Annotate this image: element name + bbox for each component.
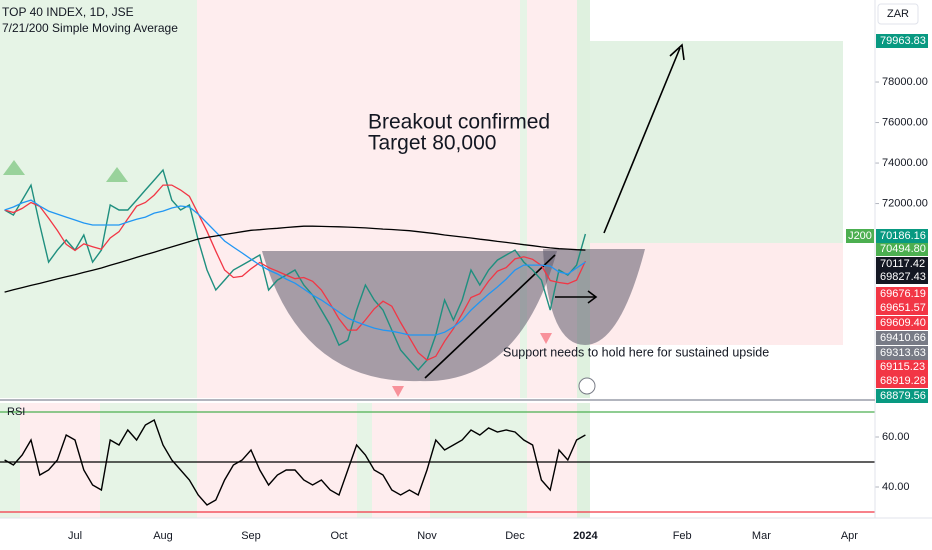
- x-tick-label: Feb: [673, 530, 692, 542]
- chart-subtitle: 7/21/200 Simple Moving Average: [2, 21, 178, 35]
- price-tag: 68919.28: [876, 374, 928, 388]
- pane-title: RSI: [7, 406, 25, 418]
- price-tag-label: 69676.19: [880, 288, 926, 300]
- price-tag-box: [876, 389, 928, 403]
- y-tick-label: 60.00: [882, 431, 910, 443]
- price-tag-box: [876, 257, 928, 271]
- price-tag-box: [876, 34, 928, 48]
- y-tick-label: 72000.00: [882, 197, 928, 209]
- x-tick-label: Nov: [417, 530, 437, 542]
- price-tag-box: [876, 374, 928, 388]
- price-tag: 70186.16: [876, 229, 928, 243]
- price-tag-box: [876, 229, 928, 243]
- cup: [262, 251, 557, 382]
- price-tag: 69609.40: [876, 316, 928, 330]
- price-tag-box: [876, 270, 928, 284]
- price-tag-label: 69115.23: [880, 361, 925, 373]
- signal-down: [392, 386, 404, 397]
- currency-button[interactable]: [877, 3, 919, 25]
- price-tag-box: [876, 331, 928, 345]
- annotation: Target 80,000: [368, 132, 496, 155]
- arrows: [424, 43, 685, 379]
- y-tick-label: 40.00: [882, 481, 910, 493]
- y-tick-label: 74000.00: [882, 157, 928, 169]
- signal-up: [3, 160, 25, 175]
- price-tag: 70117.42: [876, 257, 928, 271]
- series-line: [4, 225, 586, 293]
- annotation: Breakout confirmed: [368, 111, 550, 134]
- x-tick-label: Sep: [241, 530, 261, 542]
- price-tag: 79963.83: [876, 34, 928, 48]
- symbol-tag: [846, 229, 874, 243]
- series-line: [4, 418, 586, 506]
- price-tag-box: [876, 316, 928, 330]
- price-tag: 69115.23: [876, 360, 928, 374]
- series-line: [4, 184, 586, 361]
- price-tag: 70494.80: [876, 242, 928, 256]
- signal-down: [540, 333, 552, 344]
- x-tick-label: Dec: [505, 530, 525, 542]
- price-tag-label: 69410.66: [880, 332, 926, 344]
- price-tag-label: 68919.28: [880, 375, 926, 387]
- x-tick-label: Mar: [752, 530, 771, 542]
- y-tick-label: 78000.00: [882, 76, 928, 88]
- x-tick-label: Aug: [153, 530, 173, 542]
- price-tag-box: [876, 287, 928, 301]
- signal-up: [106, 167, 128, 182]
- price-tag-box: [876, 242, 928, 256]
- price-tag: 69651.57: [876, 301, 928, 315]
- x-tick-label: Jul: [68, 530, 82, 542]
- price-tag: 69313.63: [876, 346, 928, 360]
- price-tag-box: [876, 346, 928, 360]
- x-tick-label: 2024: [573, 530, 598, 542]
- series-line: [4, 168, 587, 372]
- price-tag: 69827.43: [876, 270, 928, 284]
- price-tag-label: 70494.80: [880, 243, 926, 255]
- price-tag-label: 70186.16: [880, 230, 926, 242]
- price-tag-label: 69313.63: [880, 347, 926, 359]
- price-tag-label: 79963.83: [880, 35, 926, 47]
- symbol: J200: [848, 230, 872, 242]
- chart-title: TOP 40 INDEX, 1D, JSE: [2, 5, 134, 19]
- series-line: [4, 199, 586, 336]
- x-tick-label: Oct: [330, 530, 347, 542]
- signal-shading: [0, 0, 590, 518]
- y-tick-label: 76000.00: [882, 116, 928, 128]
- price-tag-label: 69651.57: [880, 302, 926, 314]
- currency[interactable]: ZAR: [887, 8, 909, 20]
- price-tag-label: 68879.56: [880, 390, 926, 402]
- price-tag-label: 69827.43: [880, 271, 926, 283]
- target-zone: [590, 41, 843, 243]
- price-tag-box: [876, 301, 928, 315]
- price-tag: 69676.19: [876, 287, 928, 301]
- price-tag-box: [876, 360, 928, 374]
- price-tag: 69410.66: [876, 331, 928, 345]
- event-icon: [578, 377, 596, 395]
- x-tick-label: Apr: [841, 530, 858, 542]
- price-tag: 68879.56: [876, 389, 928, 403]
- plot: Jul Aug Sep Oct Nov Dec 2024 Feb Mar Apr 72000.00 7…: [0, 34, 928, 542]
- price-tag-label: 70117.42: [880, 258, 925, 270]
- price-tag-label: 69609.40: [880, 317, 926, 329]
- annotation: Support needs to hold here for sustained…: [503, 345, 769, 359]
